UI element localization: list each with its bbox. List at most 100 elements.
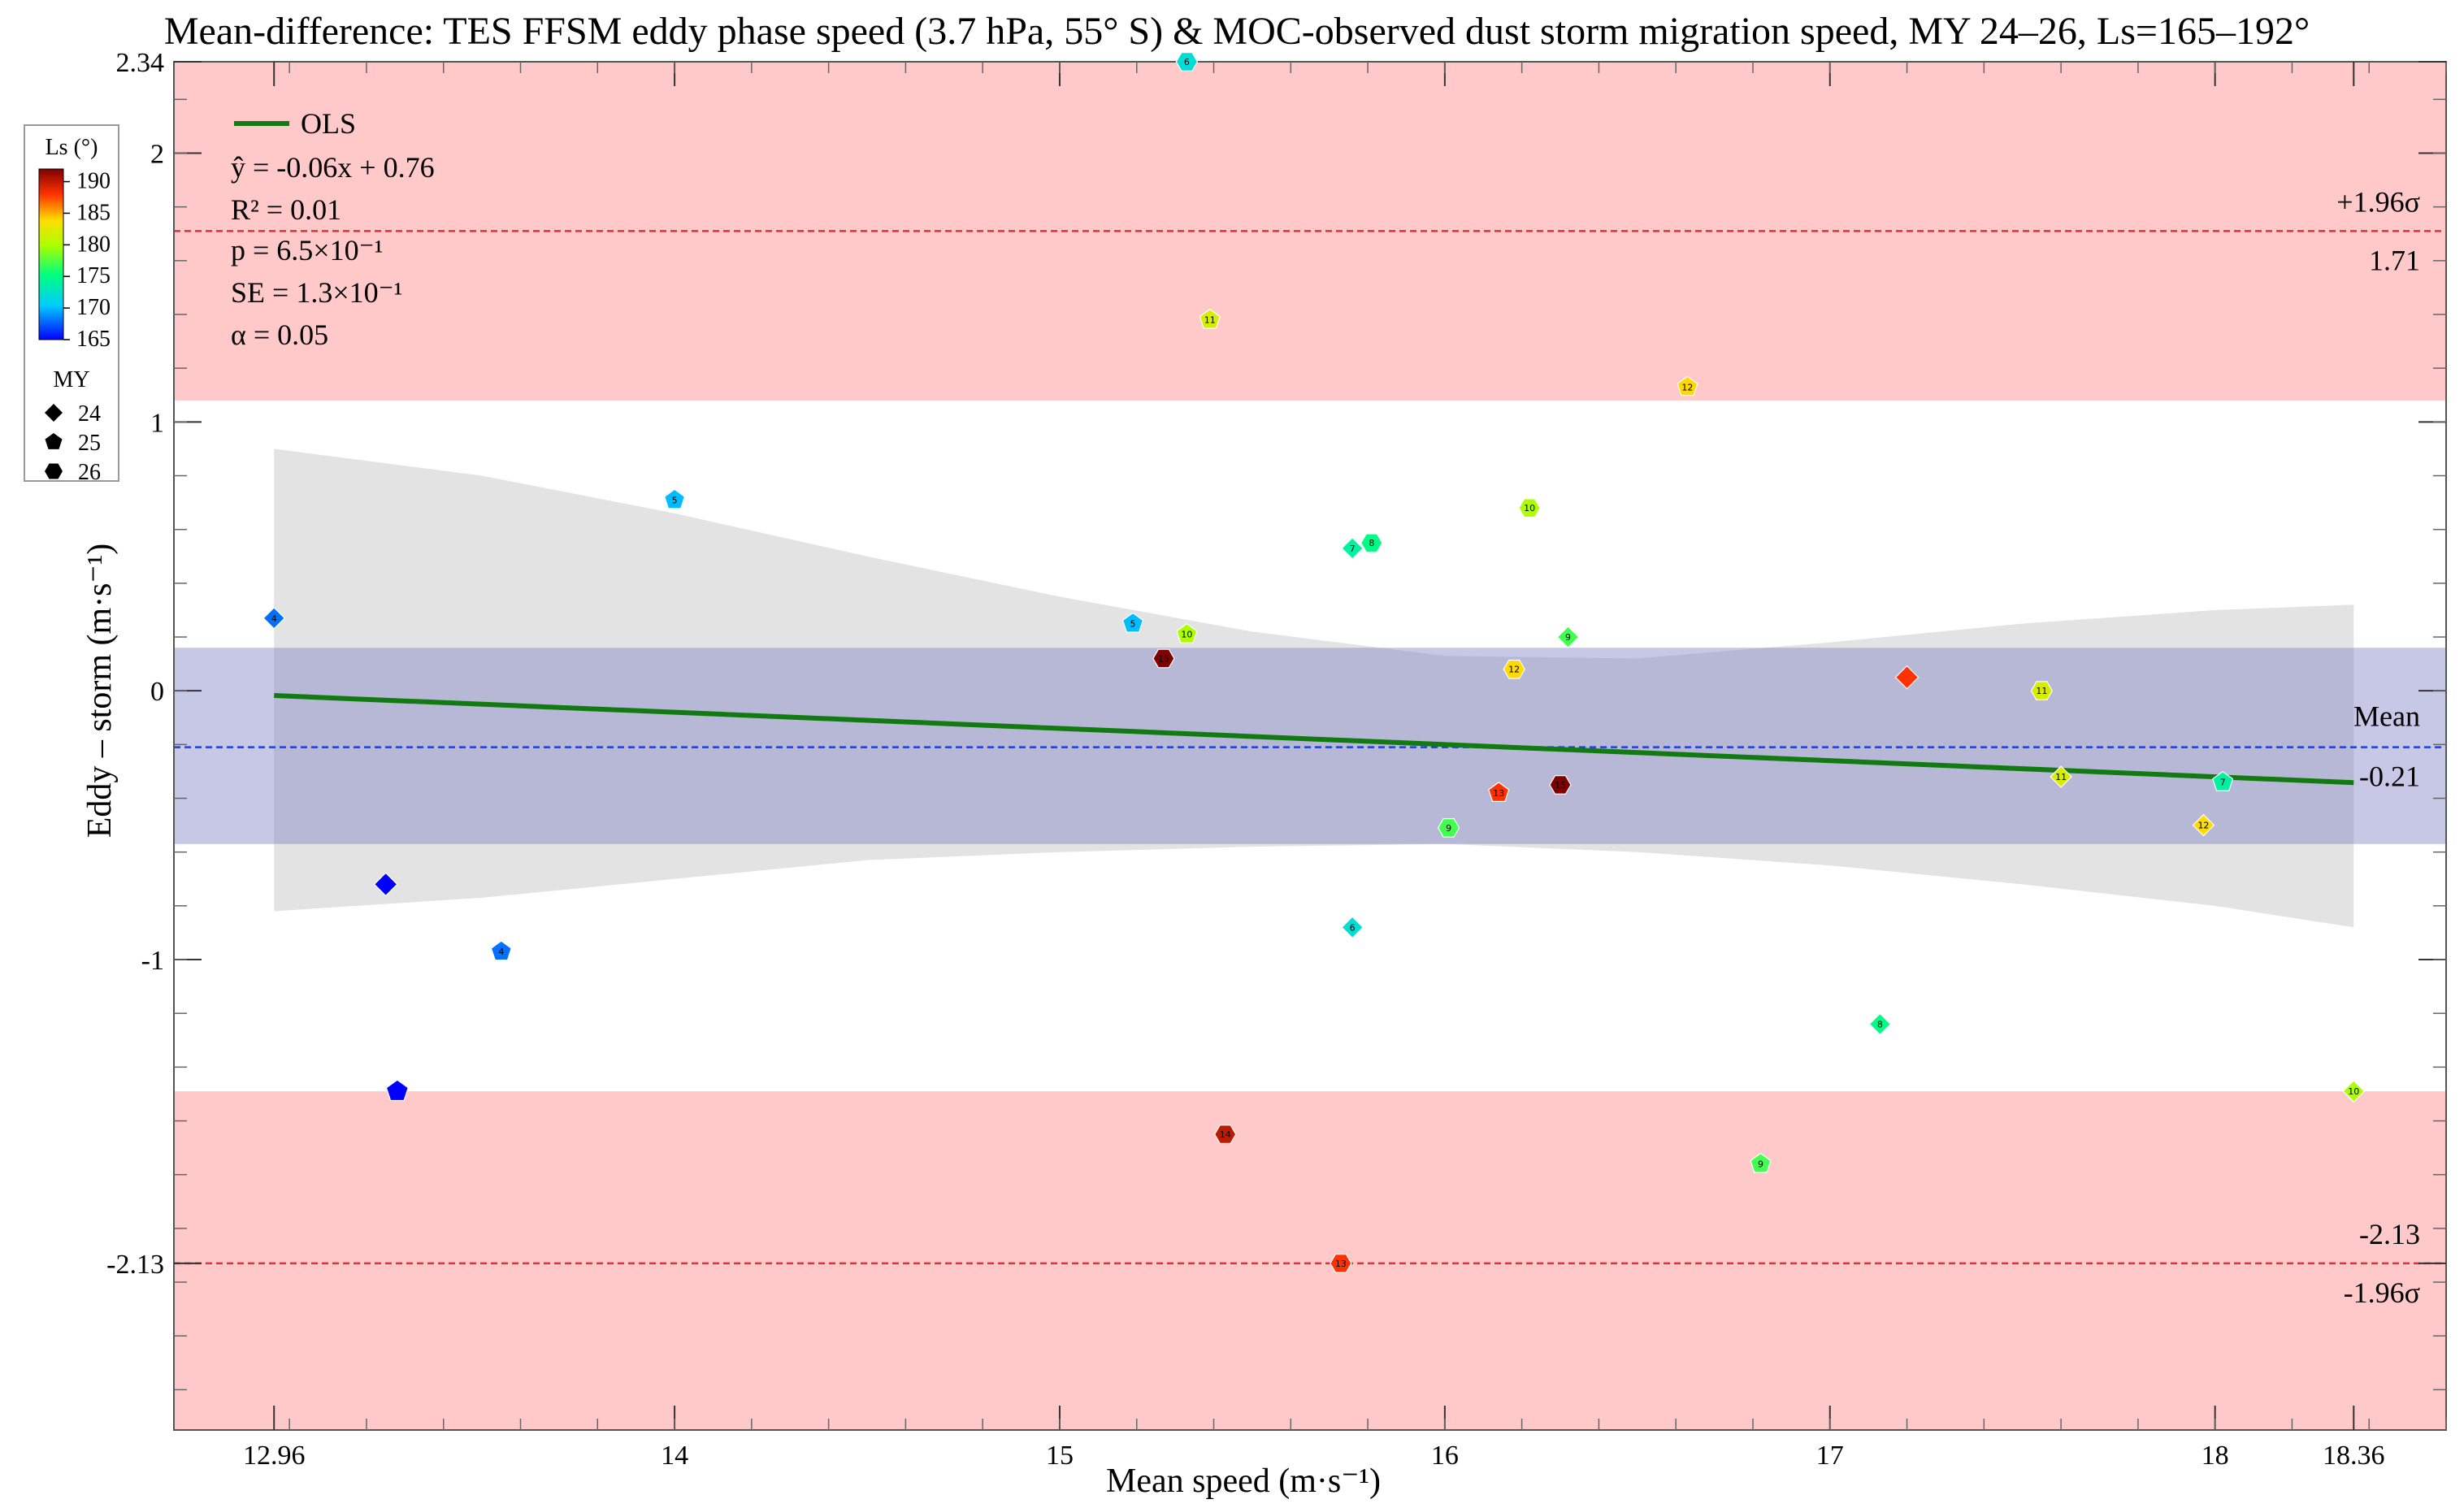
x-tick-label: 16 [1431,1441,1459,1471]
data-point-label: 7 [2220,778,2226,788]
data-point-label: 10 [2348,1086,2359,1097]
lower-loa-label: -1.96σ [2344,1276,2420,1309]
data-point [373,872,398,897]
data-point [2342,1080,2366,1103]
data-point [1341,916,1364,939]
colorbar-tick-label: 180 [76,232,111,257]
data-points: 4 4 5 5 15 10 6 11 14 13 7 6 8 9 13 12 10 15 9 12 9 8 11 11 12 7 1… [262,52,2366,1273]
data-point [1121,612,1144,633]
data-point-label: 4 [498,947,504,957]
data-point [1868,1012,1892,1036]
data-point-label: 8 [1369,538,1374,548]
mean-band [174,648,2446,844]
y-tick-label: 2 [150,139,164,169]
data-point-label: 14 [1220,1129,1231,1140]
data-point-label: 6 [1184,57,1190,67]
my-legend-marker [45,404,63,422]
plot-frame [173,61,2447,1431]
colorbar-tick-label: 190 [76,169,111,194]
data-point-label: 11 [2055,772,2067,782]
ols-line [274,693,2354,786]
data-point [2030,681,2054,700]
x-tick-label: 14 [661,1441,688,1471]
data-point [1488,782,1510,802]
data-point [262,607,286,630]
my-legend-label: 25 [78,431,101,456]
data-point [1152,648,1175,669]
data-point-label: 12 [2197,821,2209,831]
data-point-label: 11 [2036,686,2047,696]
y-tick-label: 1 [150,408,164,438]
data-point-label: 6 [1350,922,1356,933]
data-point-label: 5 [672,495,678,505]
data-point-label: 12 [1681,382,1693,392]
data-point-label: 7 [1350,544,1356,554]
data-point-label: 13 [1335,1259,1347,1269]
data-point [1894,665,1920,690]
data-point-label: 10 [1524,503,1535,514]
data-point [1175,52,1199,72]
colorbar-legend: Ls (°) 190 185 180 175 170 165 MY 24 25 26 [24,124,119,485]
data-point-label: 10 [1181,630,1192,640]
p-value: p = 6.5×10⁻¹ [231,234,383,266]
ols-legend-label: OLS [301,107,356,140]
data-point [1677,375,1698,396]
data-point-label: 9 [1446,823,1451,834]
y-tick-label: -2.13 [106,1250,164,1280]
data-point [1176,622,1198,644]
data-point [2050,765,2072,788]
x-tick-label: 17 [1816,1441,1844,1471]
x-tick-label: 18.36 [2323,1441,2385,1471]
data-point [1360,533,1383,553]
colorbar-ticks: 190 185 180 175 170 165 [63,169,111,352]
x-tick-label: 15 [1046,1441,1074,1471]
plot-area: +1.96σ 1.71 Mean -0.21 -2.13 -1.96σ [174,62,2446,1430]
my-legend-marker [45,463,63,479]
ols-equation: ŷ = -0.06x + 0.76 [231,151,435,184]
data-point [385,1079,409,1102]
data-point-label: 12 [1508,665,1520,675]
data-point [1549,775,1572,795]
y-tick-label: 2.34 [116,48,165,78]
standard-error: SE = 1.3×10⁻¹ [231,276,402,309]
y-tick-label: -1 [141,946,164,976]
data-point-label: 13 [1493,788,1504,799]
data-point [1518,498,1541,518]
data-point [1750,1152,1772,1173]
colorbar-tick-label: 170 [76,295,111,320]
colorbar-tick-label: 185 [76,200,111,225]
lower-loa-value: -2.13 [2359,1218,2420,1250]
my-legend-entries: 24 25 26 [45,401,101,485]
data-point [2192,813,2215,837]
r-squared: R² = 0.01 [231,193,341,226]
colorbar-gradient [38,168,64,340]
colorbar-title: Ls (°) [46,135,98,160]
mean-value: -0.21 [2359,760,2420,793]
confidence-band [274,448,2354,928]
data-point-label: 11 [1204,315,1216,326]
mean-label: Mean [2353,700,2420,733]
data-point [1556,626,1580,648]
lower-outlier-band [174,1091,2446,1430]
y-axis-label: Eddy – storm (m·s⁻¹) [81,544,119,838]
colorbar-tick-label: 165 [76,327,111,352]
data-point [1214,1124,1237,1144]
alpha-level: α = 0.05 [231,318,328,351]
data-point [1199,308,1221,329]
data-point-label: 5 [1130,618,1136,629]
x-tick-label: 12.96 [243,1441,306,1471]
my-legend-label: 26 [78,460,101,485]
data-point [663,488,686,509]
data-point-label: 15 [1158,653,1169,664]
data-point-label: 15 [1555,780,1566,791]
data-point [1341,536,1364,560]
data-point [2212,770,2234,791]
my-legend-label: 24 [78,401,101,427]
data-point [1503,659,1525,679]
data-point-label: 8 [1877,1019,1883,1029]
colorbar-tick-label: 175 [76,263,111,288]
chart-title: Mean-difference: TES FFSM eddy phase spe… [164,10,2310,53]
x-axis-label: Mean speed (m·s⁻¹) [1106,1462,1381,1500]
